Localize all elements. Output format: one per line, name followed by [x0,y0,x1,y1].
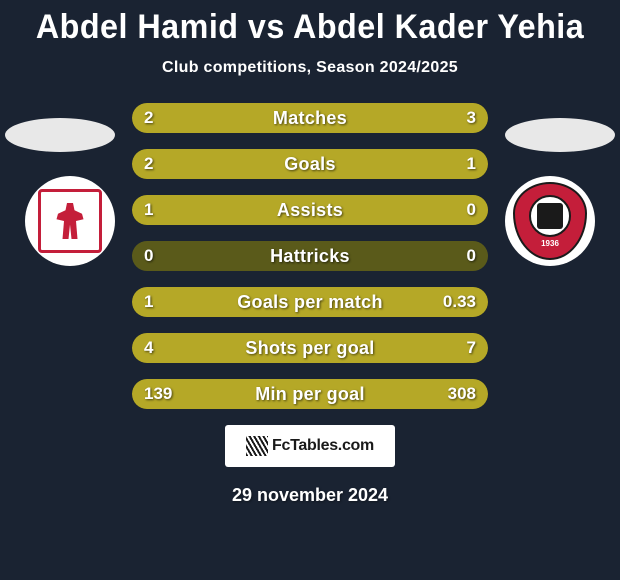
stat-row: 10Assists [132,195,488,225]
ellipse-right [505,118,615,152]
stat-row: 21Goals [132,149,488,179]
stat-row: 10.33Goals per match [132,287,488,317]
stats-bars: 23Matches 21Goals 10Assists 00Hattricks 10.3… [132,103,488,409]
stat-row: 47Shots per goal [132,333,488,363]
crest-right-mill-icon [537,203,563,229]
stat-label: Min per goal [132,384,488,405]
stat-label: Shots per goal [132,338,488,359]
team-crest-right: 1936 [505,176,595,266]
brand-chart-icon [246,436,268,456]
brand-badge: FcTables.com [225,425,395,467]
team-crest-left [25,176,115,266]
stat-label: Hattricks [132,246,488,267]
infographic-container: Abdel Hamid vs Abdel Kader Yehia Club co… [0,0,620,580]
ellipse-left [5,118,115,152]
stat-label: Assists [132,200,488,221]
subtitle: Club competitions, Season 2024/2025 [0,59,620,77]
stat-label: Goals [132,154,488,175]
stat-row: 00Hattricks [132,241,488,271]
stat-row: 23Matches [132,103,488,133]
crest-right-inner-circle [529,195,571,237]
crest-right-shield: 1936 [513,182,587,260]
crest-left-frame [38,189,102,253]
crest-left-figure-icon [55,203,85,239]
stat-label: Goals per match [132,292,488,313]
date-label: 29 november 2024 [0,485,620,506]
brand-text: FcTables.com [272,437,374,455]
stat-row: 139308Min per goal [132,379,488,409]
stat-label: Matches [132,108,488,129]
page-title: Abdel Hamid vs Abdel Kader Yehia [16,8,605,47]
crest-right-year: 1936 [541,239,559,248]
